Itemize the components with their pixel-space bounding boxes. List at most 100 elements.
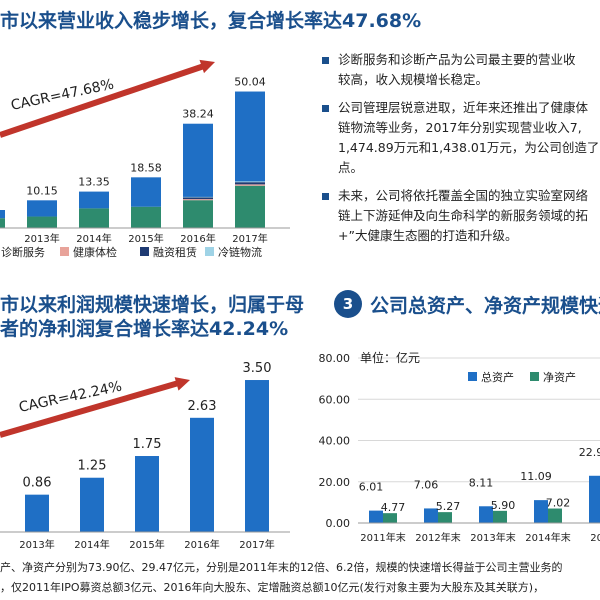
bar-segment xyxy=(183,196,213,198)
y-tick-label: 20.00 xyxy=(319,476,351,489)
bar-segment xyxy=(131,177,161,207)
bullet-line: 链上下游延伸及向生命科学的新服务领域的拓 xyxy=(338,208,589,223)
bar xyxy=(493,510,507,523)
bar xyxy=(369,510,383,523)
data-label: 8.11 xyxy=(469,476,494,489)
data-label: 38.24 xyxy=(182,108,214,121)
bar-segment xyxy=(0,210,5,219)
footer-text: 产、净资产分别为73.90亿、29.47亿元，分别是2011年末的12倍、6.2… xyxy=(0,558,600,598)
legend-label: 净资产 xyxy=(543,370,576,384)
footer-line: 产、净资产分别为73.90亿、29.47亿元，分别是2011年末的12倍、6.2… xyxy=(0,561,563,574)
x-tick-label: 2013年末 xyxy=(470,531,515,544)
data-label: 10.15 xyxy=(26,184,58,197)
bar-segment xyxy=(27,200,57,217)
section3-title: 3 公司总资产、净资产规模快速 xyxy=(334,290,600,318)
bullet-line: 较高，收入规模增长稳定。 xyxy=(338,72,489,87)
data-label: 11.09 xyxy=(520,470,552,483)
bar-segment xyxy=(235,181,265,183)
bar xyxy=(245,380,269,532)
bullet-line: 链物流等业务，2017年分别实现营业收入7, xyxy=(338,120,582,135)
bullet-item: 未来，公司将依托覆盖全国的独立实验室网络 链上下游延伸及向生命科学的新服务领域的… xyxy=(320,186,600,246)
bar-segment xyxy=(0,218,5,228)
y-tick-label: 40.00 xyxy=(319,435,351,448)
legend-swatch xyxy=(205,247,214,256)
bar-segment xyxy=(235,91,265,182)
data-label: 2.63 xyxy=(188,399,217,414)
cagr-arrow-head xyxy=(199,59,215,74)
bullet-item: 公司管理层锐意进取，近年来还推出了健康体 链物流等业务，2017年分别实现营业收… xyxy=(320,98,600,178)
footer-line: ，仅2011年IPO募资总额3亿元、2016年向大股东、定增融资总额10亿元(发… xyxy=(0,581,545,594)
x-tick-label: 2014年 xyxy=(76,232,111,245)
legend-label: 健康体检 xyxy=(73,245,117,259)
bar xyxy=(589,475,600,523)
x-tick-label: 2014年末 xyxy=(525,531,570,544)
x-tick-label: 2016年 xyxy=(180,232,215,245)
data-label: 22.9 xyxy=(579,446,600,459)
x-tick-label: 2015年 xyxy=(129,538,164,551)
data-label: 18.58 xyxy=(130,161,162,174)
bar-segment xyxy=(183,199,213,201)
data-label: 1.25 xyxy=(78,459,107,474)
bar xyxy=(190,417,214,532)
x-tick-label: 2014年 xyxy=(74,538,109,551)
bar-segment xyxy=(79,208,109,228)
bar xyxy=(438,512,452,523)
bullet-line: 点。 xyxy=(338,160,364,175)
x-tick-label: 2016年 xyxy=(184,538,219,551)
x-tick-label: 2011年末 xyxy=(360,531,405,544)
x-tick-label: 2013年 xyxy=(19,538,54,551)
bullet-line: 公司管理层锐意进取，近年来还推出了健康体 xyxy=(338,100,589,115)
bar-segment xyxy=(27,216,57,228)
cagr-label: CAGR=47.68% xyxy=(10,76,116,113)
x-tick-label: 2017年 xyxy=(232,232,267,245)
data-label: 4.77 xyxy=(381,501,406,514)
legend-label: 冷链物流 xyxy=(218,245,262,259)
data-label: 3.50 xyxy=(243,361,272,376)
y-tick-label: 60.00 xyxy=(319,393,351,406)
revenue-chart: CAGR=47.68%年10.152013年13.352014年18.58201… xyxy=(0,59,290,259)
data-label: 13.35 xyxy=(78,176,110,189)
bar-segment xyxy=(183,197,213,200)
x-tick-label: 2015年 xyxy=(128,232,163,245)
legend-swatch xyxy=(468,372,477,381)
bullet-item: 诊断服务和诊断产品为公司最主要的营业收 较高，收入规模增长稳定。 xyxy=(320,50,600,90)
section2-title-line2: 者的净利润复合增长率达42.24% xyxy=(0,318,289,340)
cagr-arrow-line xyxy=(0,62,208,138)
y-tick-label: 80.00 xyxy=(319,352,351,365)
data-label: 0.86 xyxy=(23,476,52,491)
bar-segment xyxy=(79,191,109,209)
x-tick-label: 2012年末 xyxy=(415,531,460,544)
y-tick-label: 0.00 xyxy=(326,517,351,530)
legend-label: 融资租赁 xyxy=(153,245,197,259)
bar-segment xyxy=(183,123,213,197)
bullet-line: 1,474.89万元和1,438.01万元，为公司创造了 xyxy=(338,140,600,155)
cagr-arrow-line xyxy=(0,379,183,438)
section1-title: 市以来营业收入稳步增长，复合增长率达47.68% xyxy=(0,10,422,32)
x-tick-label: 2015 xyxy=(590,533,600,544)
bullet-line: 诊断服务和诊断产品为公司最主要的营业收 xyxy=(338,52,576,67)
legend-label: 总资产 xyxy=(481,370,514,384)
bar-segment xyxy=(183,200,213,228)
section3-title-text: 公司总资产、净资产规模快速 xyxy=(370,294,600,317)
bar-segment xyxy=(235,182,265,185)
bar-segment xyxy=(235,184,265,186)
bar xyxy=(80,477,104,532)
bullet-line: 未来，公司将依托覆盖全国的独立实验室网络 xyxy=(338,188,589,203)
bar-segment xyxy=(235,185,265,228)
bar xyxy=(479,506,493,523)
data-label: 7.02 xyxy=(546,497,571,510)
y-axis-unit: 单位：亿元 xyxy=(360,350,420,365)
legend-swatch xyxy=(530,372,539,381)
legend-swatch xyxy=(60,247,69,256)
data-label: 1.75 xyxy=(133,437,162,452)
bullet-list: 诊断服务和诊断产品为公司最主要的营业收 较高，收入规模增长稳定。 公司管理层锐意… xyxy=(320,50,600,254)
bar xyxy=(548,508,562,523)
bar-segment xyxy=(131,206,161,228)
cagr-arrow-head xyxy=(174,377,190,391)
bar xyxy=(424,508,438,523)
x-tick-label: 2013年 xyxy=(24,232,59,245)
cagr-label: CAGR=42.24% xyxy=(18,378,124,415)
section-number-badge: 3 xyxy=(334,290,362,318)
data-label: 50.04 xyxy=(234,76,266,89)
